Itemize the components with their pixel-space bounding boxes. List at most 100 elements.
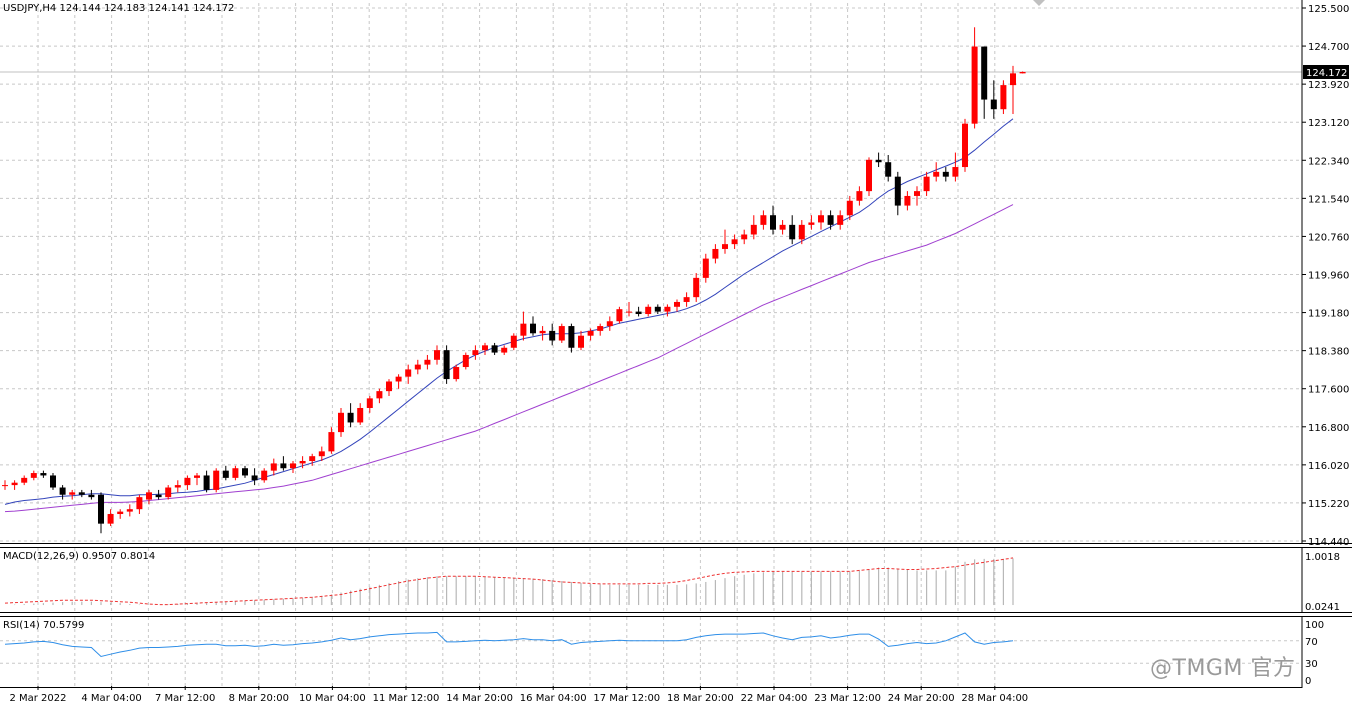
candle-body-bull [962, 123, 968, 168]
candle-body-bull [798, 224, 805, 240]
y-tick-label: 121.540 [1308, 194, 1349, 205]
candle-body-bull [923, 176, 930, 192]
candle-body-bear [443, 350, 450, 380]
candle-body-bull [136, 497, 143, 510]
y-tick-label: 115.220 [1308, 499, 1349, 510]
candle-body-bull [846, 200, 853, 216]
candle-body-bear [990, 99, 997, 110]
rsi-tick-label: 0 [1305, 676, 1311, 687]
rsi-indicator [4, 631, 1014, 658]
watermark: @TMGM 官方 [1150, 656, 1296, 681]
candle-body-bear [827, 215, 834, 225]
candle-body-bear [251, 475, 258, 481]
candle-body-bull [702, 258, 709, 278]
rsi-line [4, 631, 1014, 658]
pane-separator [0, 543, 1352, 548]
candle-body-bull [376, 391, 383, 399]
x-tick-label: 16 Mar 04:00 [520, 693, 587, 704]
candle-body-bull [2, 485, 8, 487]
candle-body-bull [299, 461, 306, 464]
candle-body-bull [664, 306, 671, 312]
x-tick-label: 8 Mar 20:00 [229, 693, 289, 704]
candle-body-bull [424, 359, 431, 365]
candle-body-bull [914, 191, 920, 196]
candle-body-bull [818, 215, 824, 223]
candle-body-bull [587, 330, 594, 336]
candle-body-bull [453, 367, 460, 380]
candle-body-bull [318, 451, 325, 457]
candle-body-bull [683, 297, 690, 302]
x-tick-label: 2 Mar 2022 [9, 693, 66, 704]
candle-body-bull [712, 248, 719, 259]
y-tick-label: 116.800 [1308, 423, 1349, 434]
candle-body-bull [472, 350, 479, 355]
candle-body-bear [78, 492, 85, 495]
candle-body-bull [213, 470, 220, 490]
x-tick-label: 14 Mar 20:00 [446, 693, 513, 704]
macd-indicator [4, 557, 1014, 606]
candle-body-bear [203, 475, 210, 490]
candle-body-bull [606, 321, 613, 327]
plot-background [0, 0, 1302, 688]
x-tick-label: 28 Mar 04:00 [961, 693, 1028, 704]
moving-averages [4, 118, 1014, 513]
candle-body-bull [146, 492, 152, 500]
candle-body-bull [165, 487, 172, 498]
candle-body-bear [885, 162, 892, 177]
candle-body-bull [261, 470, 268, 481]
candle-body-bull [1019, 71, 1026, 74]
candle-body-bull [366, 398, 373, 408]
candle-body-bull [597, 326, 604, 331]
current-price-tag: 124.172 [1303, 65, 1349, 79]
y-tick-label: 119.960 [1308, 271, 1349, 282]
candle-body-bull [1000, 85, 1007, 110]
y-tick-label: 120.760 [1308, 232, 1349, 243]
candle-body-bull [194, 475, 200, 478]
candle-body-bear [530, 323, 536, 334]
candle-body-bull [520, 323, 527, 336]
candle-body-bull [837, 215, 844, 225]
candle-body-bull [434, 350, 440, 360]
candle-body-bull [501, 347, 508, 353]
candle-body-bull [510, 335, 517, 348]
candle-body-bear [50, 475, 56, 488]
candle-body-bull [952, 167, 959, 177]
candle-body-bear [894, 176, 901, 206]
candle-body-bull [741, 234, 748, 240]
candle-body-bull [674, 301, 680, 307]
candle-body-bull [21, 477, 28, 483]
candle-body-bear [635, 311, 642, 315]
candle-body-bear [280, 463, 287, 469]
rsi-tick-label: 100 [1305, 620, 1324, 631]
candle-body-bear [981, 46, 988, 100]
candle-body-bull [126, 509, 133, 512]
candle-body-bull [1010, 73, 1016, 86]
current-price-box [1303, 65, 1349, 79]
candle-body-bull [184, 477, 191, 486]
candles [2, 27, 1026, 534]
candle-body-bull [904, 195, 911, 206]
candle-body-bull [760, 215, 767, 225]
candle-body-bull [270, 463, 277, 471]
candle-body-bear [568, 326, 575, 348]
candle-body-bull [616, 309, 623, 322]
candle-body-bear [942, 171, 949, 177]
candle-body-bull [558, 326, 565, 341]
x-tick-label: 18 Mar 20:00 [667, 693, 734, 704]
x-tick-label: 11 Mar 12:00 [373, 693, 440, 704]
candle-body-bull [856, 191, 863, 201]
grid-lines [0, 3, 1302, 686]
x-tick-label: 23 Mar 12:00 [814, 693, 881, 704]
candle-body-bull [578, 335, 584, 348]
current-price-label: 124.172 [1306, 68, 1347, 79]
macd-label: MACD(12,26,9) 0.9507 0.8014 [3, 551, 156, 562]
symbol-info: USDJPY,H4 124.144 124.183 124.141 124.17… [3, 3, 235, 14]
candle-body-bull [386, 381, 392, 392]
candle-body-bear [59, 487, 66, 495]
candle-body-bull [107, 514, 114, 524]
shift-marker-icon[interactable] [1033, 0, 1045, 6]
candle-body-bear [654, 306, 661, 312]
x-tick-label: 7 Mar 12:00 [155, 693, 215, 704]
candle-body-bull [808, 222, 815, 225]
